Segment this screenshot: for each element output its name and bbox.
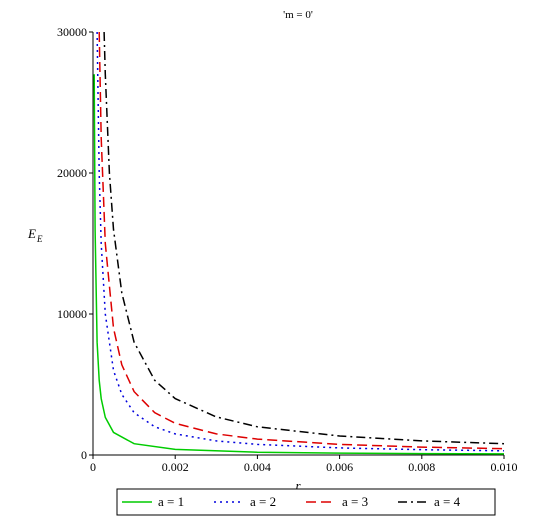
y-axis-label: E E [27, 226, 43, 244]
chart-title: 'm = 0' [283, 9, 313, 21]
x-axis-label: r [295, 478, 301, 493]
legend: a = 1 a = 2 a = 3 a = 4 [116, 488, 496, 516]
y-axis-label-subscript: E [36, 234, 43, 244]
plot-area: 0 0.002 0.004 0.006 0.008 0.010 0 10000 20000 300… [57, 25, 518, 474]
series-line-a2 [96, 31, 505, 452]
series-line-a4 [103, 31, 505, 445]
x-tick-label: 0.006 [326, 460, 353, 474]
x-tick-label: 0.004 [244, 460, 271, 474]
x-tick-label: 0.010 [491, 460, 518, 474]
y-axis-label-main: E [27, 226, 36, 241]
legend-label-a2: a = 2 [250, 494, 276, 509]
x-tick-label: 0 [90, 460, 96, 474]
y-tick-label: 0 [81, 448, 87, 462]
legend-label-a4: a = 4 [434, 494, 461, 509]
series-line-a1 [93, 74, 505, 455]
series-line-a3 [98, 31, 505, 450]
legend-label-a1: a = 1 [158, 494, 184, 509]
y-tick-label: 30000 [57, 25, 87, 39]
legend-label-a3: a = 3 [342, 494, 368, 509]
x-tick-label: 0.002 [162, 460, 189, 474]
y-tick-label: 20000 [57, 166, 87, 180]
y-tick-label: 10000 [57, 307, 87, 321]
x-tick-label: 0.008 [408, 460, 435, 474]
